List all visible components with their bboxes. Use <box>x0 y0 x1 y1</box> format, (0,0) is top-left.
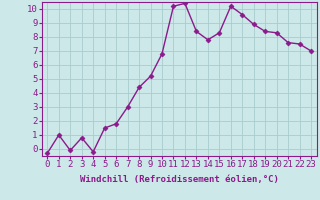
X-axis label: Windchill (Refroidissement éolien,°C): Windchill (Refroidissement éolien,°C) <box>80 175 279 184</box>
